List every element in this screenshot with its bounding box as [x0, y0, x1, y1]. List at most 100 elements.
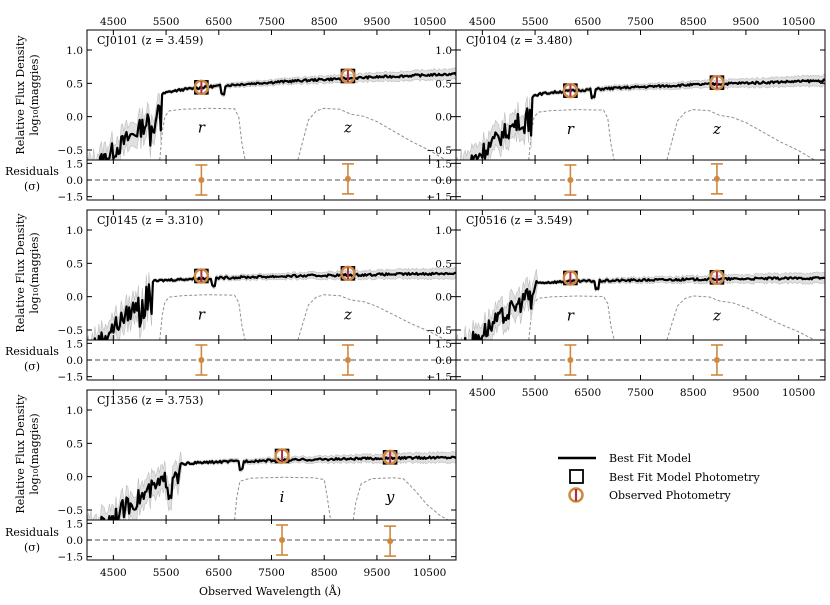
reslabel-line2: (σ)	[24, 360, 40, 373]
x-tick-label-top: 5500	[153, 16, 180, 28]
filter-curve-z	[666, 295, 815, 340]
model-uncertainty-band	[87, 451, 456, 520]
x-tick-label-bottom: 6500	[574, 387, 601, 399]
x-tick-label-top: 10500	[782, 16, 815, 28]
observed-photometry-i	[274, 448, 290, 464]
legend-model-label: Best Fit Model	[609, 452, 692, 465]
reslabel-bottom: Residuals (σ)	[5, 526, 59, 554]
y-tick-label: 0.5	[435, 78, 452, 90]
best-fit-model-line	[100, 455, 456, 520]
panel-cj0104: r z CJ0104 (z = 3.480) −0.5 0.0 0.5 1.0 4500 550…	[427, 16, 826, 204]
observed-photometry-z	[340, 68, 356, 84]
res-y-tick-label: 1.5	[66, 158, 83, 170]
reslabel-line1: Residuals	[5, 345, 59, 358]
band-label-z: z	[343, 305, 352, 323]
plot-area	[87, 267, 456, 340]
residual-point-r	[198, 357, 205, 363]
res-y-tick-label: 1.5	[66, 518, 83, 530]
x-tick-label-top: 9500	[733, 16, 760, 28]
x-tick-label-top: 6500	[205, 16, 232, 28]
x-tick-label-top: 9500	[364, 16, 391, 28]
y-tick-label: 0.5	[435, 258, 452, 270]
res-y-tick-label: −1.5	[427, 192, 453, 204]
x-tick-label-top: 8500	[311, 16, 338, 28]
x-tick-label-bottom: 9500	[364, 567, 391, 579]
ylabel-line1: Relative Flux Density	[14, 213, 27, 333]
filter-curve-r	[159, 107, 246, 160]
y-tick-label: 1.0	[435, 225, 452, 237]
residual-point-r	[567, 357, 574, 363]
y-tick-label: −0.5	[58, 325, 84, 337]
residual-point-z	[344, 357, 351, 363]
ylabel-line1: Relative Flux Density	[14, 394, 27, 514]
res-y-tick-label: −1.5	[58, 552, 84, 564]
panel-cj0145: r z CJ0145 (z = 3.310) −0.5 0.0 0.5 1.0 −1.5 0.0…	[58, 209, 457, 384]
x-tick-label-top: 4500	[100, 16, 127, 28]
sed-panels: r z CJ0101 (z = 3.459) −0.5 0.0 0.5 1.0 4500 550…	[58, 16, 826, 579]
res-y-tick-label: −1.5	[58, 192, 84, 204]
y-tick-label: 0.0	[66, 112, 83, 124]
band-label-r: r	[198, 119, 206, 137]
res-y-tick-label: 0.0	[435, 355, 452, 367]
res-y-tick-label: −1.5	[58, 372, 84, 384]
filter-curve-z	[297, 294, 446, 340]
filter-curve-i	[234, 476, 332, 520]
res-y-tick-label: 0.0	[66, 535, 83, 547]
legend-model-phot-swatch	[569, 469, 584, 484]
y-tick-label: 1.0	[66, 225, 83, 237]
residual-point-i	[279, 537, 286, 543]
filter-curve-r	[528, 295, 615, 340]
filter-curve-z	[666, 109, 815, 160]
legend-observed-label: Observed Photometry	[609, 489, 732, 502]
x-tick-label-top: 5500	[522, 16, 549, 28]
panel-title: CJ0145 (z = 3.310)	[97, 214, 203, 227]
x-tick-label-bottom: 8500	[311, 567, 338, 579]
reslabel-top: Residuals (σ)	[5, 165, 59, 193]
x-tick-label-top: 4500	[469, 16, 496, 28]
x-tick-label-bottom: 8500	[680, 387, 707, 399]
x-tick-label-top: 8500	[680, 16, 707, 28]
x-tick-label-top: 10500	[413, 16, 446, 28]
x-tick-label-bottom: 4500	[469, 387, 496, 399]
residual-point-z	[713, 357, 720, 363]
legend-model-phot-label: Best Fit Model Photometry	[609, 471, 760, 484]
y-tick-label: 1.0	[66, 45, 83, 57]
x-tick-label-bottom: 7500	[258, 567, 285, 579]
panel-title: CJ0516 (z = 3.549)	[466, 214, 572, 227]
y-tick-label: −0.5	[427, 145, 453, 157]
res-y-tick-label: 0.0	[66, 175, 83, 187]
residual-point-z	[344, 175, 351, 182]
residual-point-y	[387, 538, 394, 545]
residual-point-r	[567, 177, 574, 183]
x-axis-title: Observed Wavelength (Å)	[199, 584, 341, 598]
filter-curve-y	[352, 477, 449, 520]
ylabel-line2: log₁₀(maggies)	[28, 54, 41, 135]
res-y-tick-label: 1.5	[435, 338, 452, 350]
band-label-z: z	[712, 120, 721, 138]
x-tick-label-bottom: 4500	[100, 567, 127, 579]
x-tick-label-top: 6500	[574, 16, 601, 28]
y-tick-label: 0.0	[66, 472, 83, 484]
filter-curve-r	[159, 294, 246, 340]
y-tick-label: 0.0	[435, 292, 452, 304]
filter-curve-r	[528, 109, 615, 160]
x-tick-label-bottom: 9500	[733, 387, 760, 399]
ylabel-line2: log₁₀(maggies)	[28, 413, 41, 494]
main-frame	[86, 29, 457, 161]
reslabel-line1: Residuals	[5, 526, 59, 539]
band-label-y: y	[385, 488, 395, 506]
y-tick-label: −0.5	[58, 505, 84, 517]
panel-cj0516: r z CJ0516 (z = 3.549) −0.5 0.0 0.5 1.0 −1.5 0.0…	[427, 209, 826, 399]
observed-photometry-z	[709, 74, 725, 91]
reslabel-line2: (σ)	[24, 541, 40, 554]
x-tick-label-bottom: 5500	[153, 567, 180, 579]
res-y-tick-label: 0.0	[435, 175, 452, 187]
res-y-tick-label: −1.5	[427, 372, 453, 384]
observed-photometry-r	[193, 79, 210, 96]
y-tick-label: 0.5	[66, 78, 83, 90]
y-tick-label: −0.5	[427, 325, 453, 337]
res-y-tick-label: 1.5	[435, 158, 452, 170]
ylabel-top: Relative Flux Density log₁₀(maggies)	[14, 35, 41, 155]
y-tick-label: 0.0	[435, 112, 452, 124]
band-label-r: r	[198, 305, 206, 323]
